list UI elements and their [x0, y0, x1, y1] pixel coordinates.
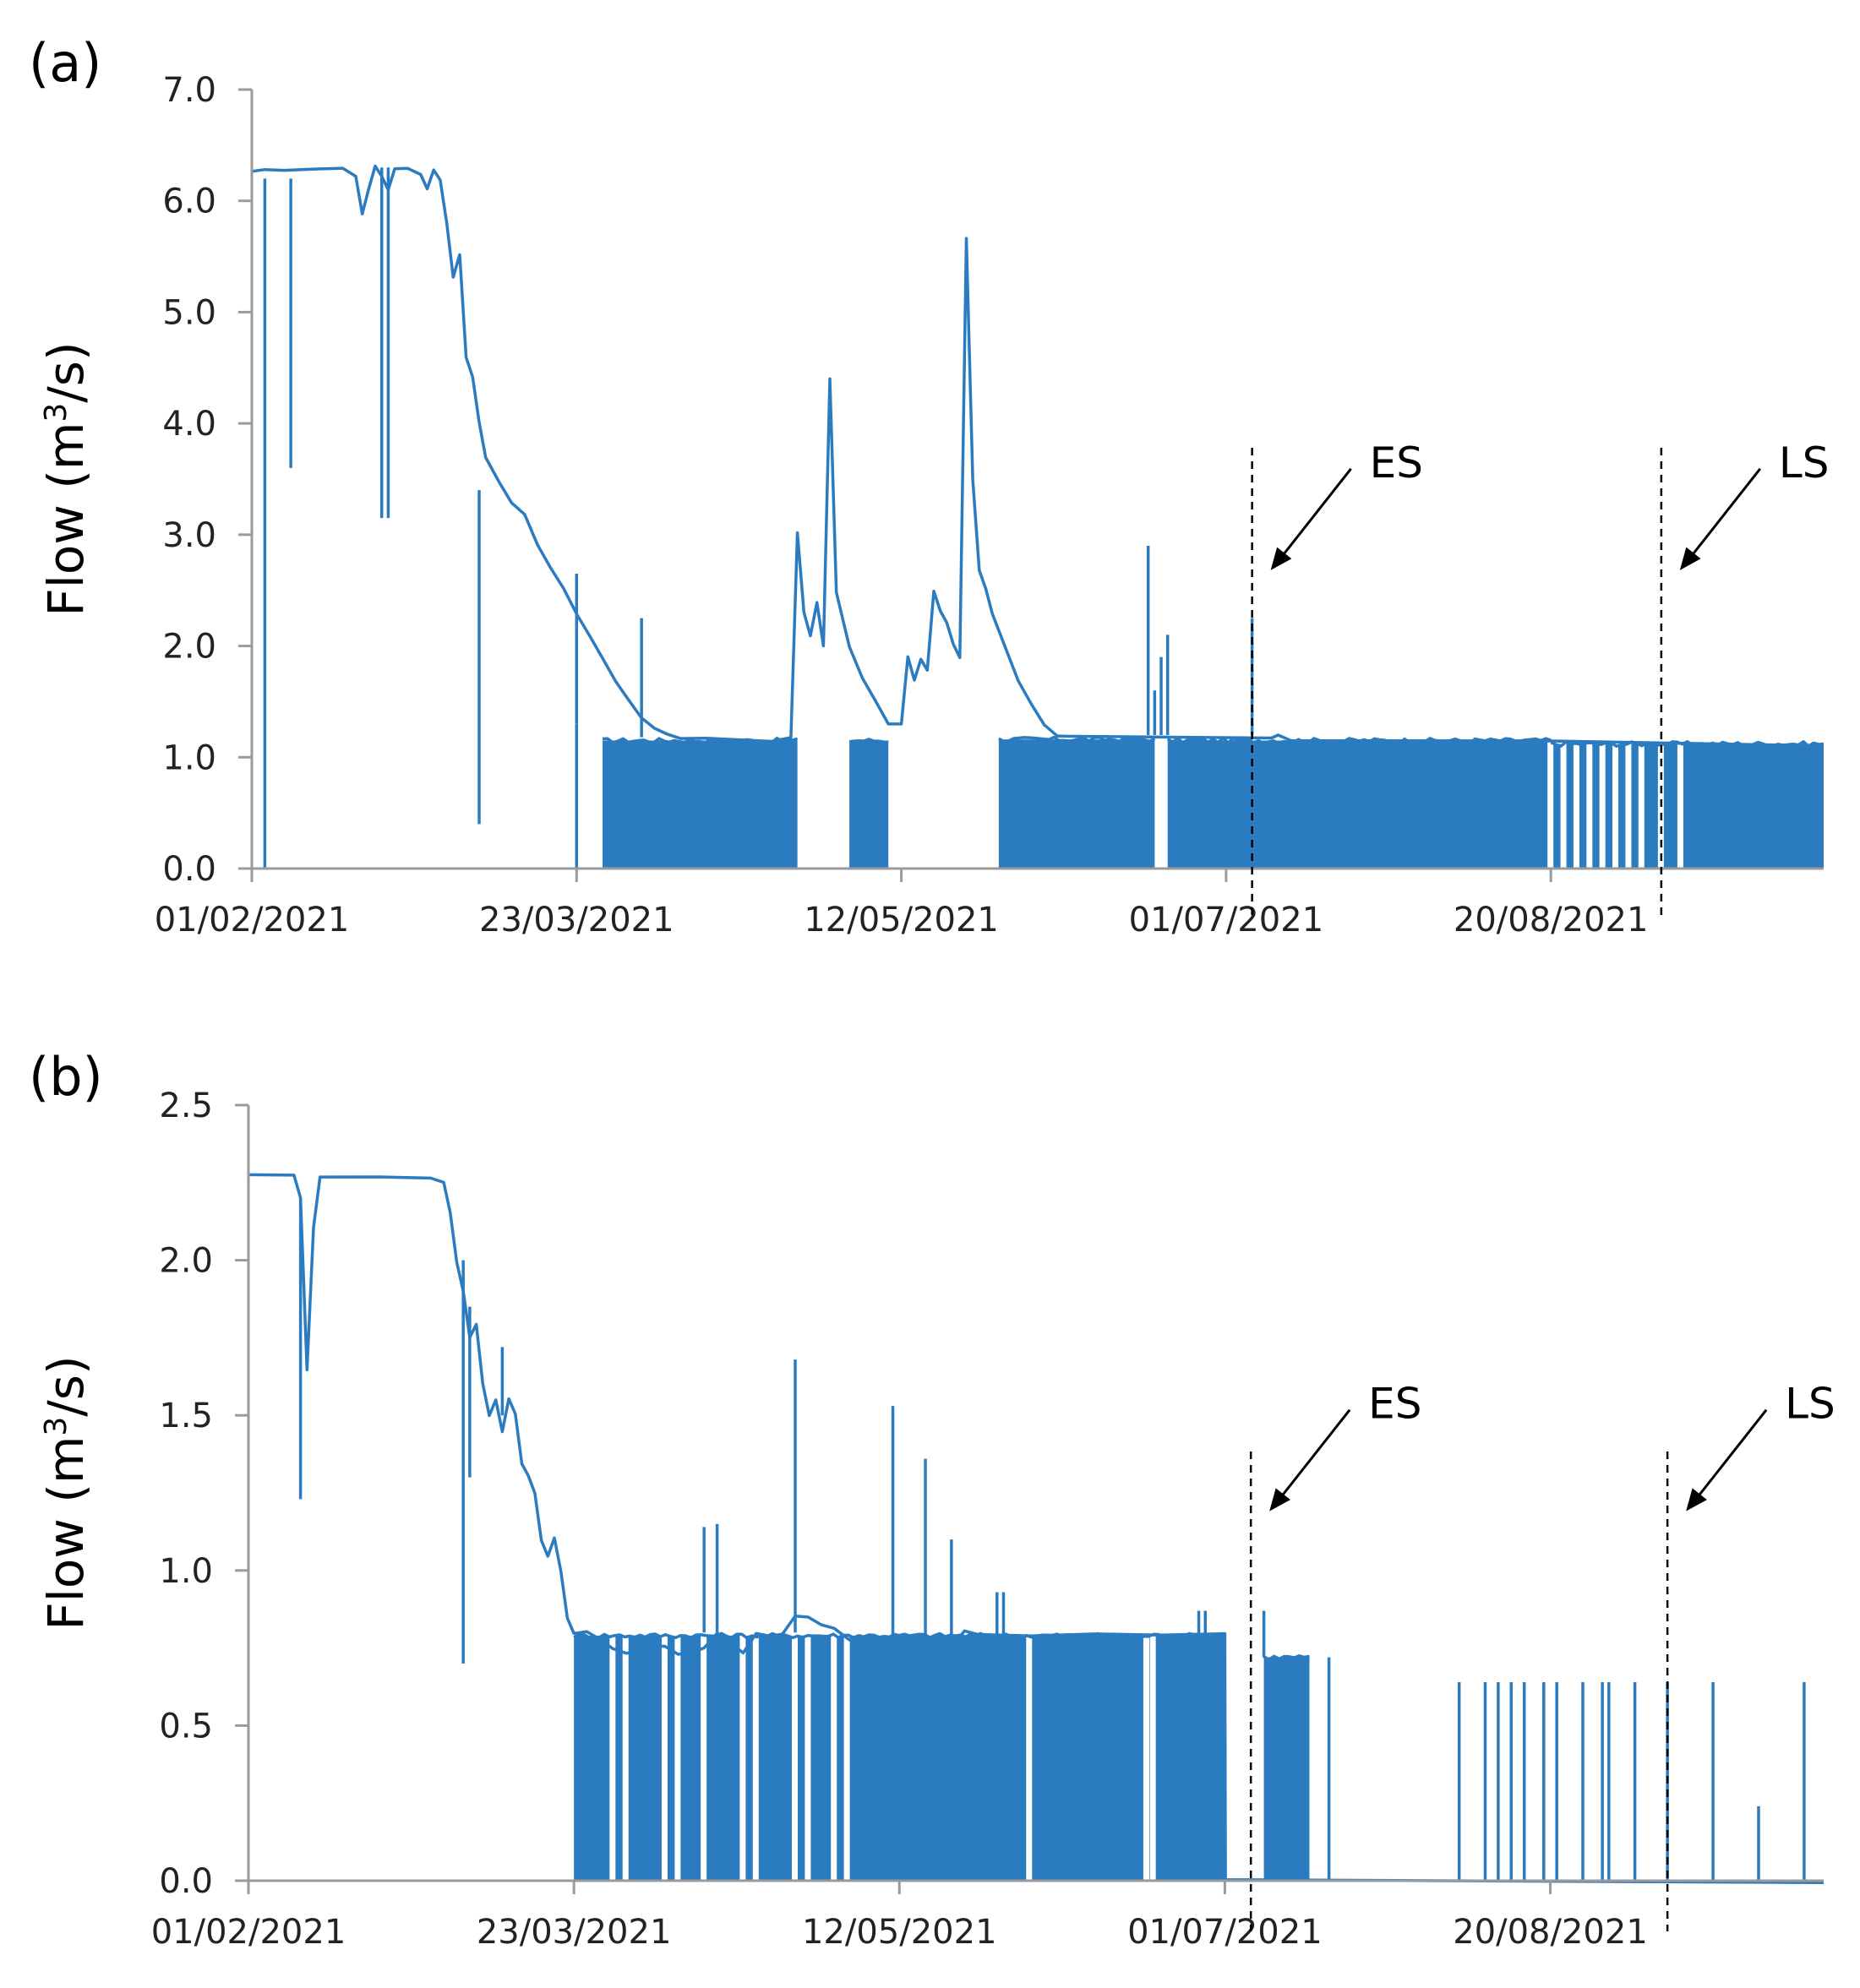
y-tick-label: 4.0: [162, 405, 216, 444]
y-tick-label: 0.0: [159, 1862, 213, 1901]
y-tick-label: 3.0: [162, 516, 216, 555]
flow-gap: [661, 1625, 668, 1881]
x-tick-label: 01/07/2021: [1129, 901, 1324, 940]
flow-series-line: [251, 164, 1825, 748]
flow-gap: [1026, 1625, 1033, 1881]
y-axis-label: Flow (m3/s): [37, 1355, 95, 1630]
flow-gap: [1599, 611, 1606, 869]
panel-b: (b) Flow (m3/s) 0.0 0.5 1.0 1.5 2.0 2.5 01/02/20…: [29, 1046, 1835, 1952]
y-tick-label: 2.5: [159, 1087, 213, 1125]
x-tick-label: 12/05/2021: [802, 1913, 997, 1952]
annotation-arrow: [1693, 1408, 1768, 1502]
y-axis-label-superscript: 3: [39, 1417, 74, 1436]
annotation-arrow-head: [1679, 547, 1701, 570]
flow-gap: [752, 1625, 759, 1881]
x-tick-label: 20/08/2021: [1454, 901, 1649, 940]
flow-gap: [1143, 1625, 1149, 1881]
flow-gap: [1677, 611, 1683, 869]
dense-flow-block: [1263, 1657, 1310, 1881]
annotation-arrow: [1277, 1408, 1351, 1502]
flow-series-line: [248, 1173, 1825, 1884]
flow-gap: [843, 1625, 850, 1881]
annotation-label: ES: [1370, 438, 1423, 487]
y-tick-label: 2.0: [162, 628, 216, 667]
x-tick-label: 20/08/2021: [1453, 1913, 1648, 1952]
y-tick-label: 5.0: [162, 293, 216, 332]
panel-a: (a) Flow (m3/s) 0.0 1.0 2.0 3.0 4.0 5.0 6.0 7.0 01…: [29, 32, 1829, 940]
x-tick-label: 01/07/2021: [1127, 1913, 1323, 1952]
x-tick-label: 01/02/2021: [151, 1913, 346, 1952]
flow-gap: [701, 1625, 707, 1881]
panel-label: (a): [29, 32, 101, 94]
dense-flow-block: [574, 1635, 1225, 1881]
flow-gap: [792, 1625, 799, 1881]
annotation-label: LS: [1779, 438, 1830, 487]
y-tick-label: 1.0: [159, 1552, 213, 1591]
y-axis-label-main: Flow (m: [37, 1436, 95, 1631]
flow-gap: [1625, 611, 1632, 869]
flow-gap: [609, 1625, 616, 1881]
flow-gap: [739, 1625, 746, 1881]
y-tick-label: 0.5: [159, 1707, 213, 1746]
annotation-label: ES: [1368, 1380, 1421, 1429]
flow-gap: [1612, 611, 1619, 869]
annotation-arrow-head: [1270, 547, 1292, 570]
y-axis-label-main: Flow (m: [37, 422, 95, 617]
x-tick-label: 23/03/2021: [477, 1913, 672, 1952]
y-tick-label: 1.0: [162, 738, 216, 777]
panel-label: (b): [29, 1046, 103, 1108]
flow-gap: [1638, 611, 1645, 869]
flow-gap: [1657, 611, 1664, 869]
dense-flow-block: [1167, 740, 1552, 869]
y-tick-label: 7.0: [162, 71, 216, 110]
y-tick-label: 0.0: [162, 850, 216, 889]
annotation-arrow: [1687, 467, 1762, 561]
dense-flow-block: [849, 740, 889, 869]
flow-block-edge: [848, 738, 889, 744]
y-axis-label: Flow (m3/s): [37, 341, 95, 616]
flow-block-edge: [998, 735, 1156, 743]
y-axis-label-tail: /s): [37, 341, 95, 402]
y-tick-label: 2.0: [159, 1242, 213, 1281]
x-tick-label: 12/05/2021: [804, 901, 999, 940]
annotation-arrow-head: [1686, 1488, 1707, 1511]
y-tick-label: 1.5: [159, 1397, 213, 1435]
y-axis-label-superscript: 3: [39, 403, 74, 422]
flow-gap: [1586, 611, 1593, 869]
annotation-arrow: [1278, 467, 1352, 561]
dense-flow-block: [1551, 743, 1824, 869]
x-tick-label: 23/03/2021: [479, 901, 674, 940]
flow-gap: [674, 1625, 681, 1881]
flow-gap: [1149, 1625, 1156, 1881]
flow-gap: [622, 1625, 629, 1881]
flow-block-edge: [1263, 1654, 1310, 1661]
annotation-arrow-head: [1269, 1488, 1290, 1511]
flow-gap: [831, 1625, 837, 1881]
dense-flow-block: [998, 739, 1155, 869]
y-tick-label: 6.0: [162, 182, 216, 221]
dense-flow-block: [603, 740, 798, 869]
flow-gap: [805, 1625, 811, 1881]
annotation-label: LS: [1785, 1380, 1835, 1429]
y-axis-label-tail: /s): [37, 1355, 95, 1416]
x-tick-label: 01/02/2021: [155, 901, 350, 940]
